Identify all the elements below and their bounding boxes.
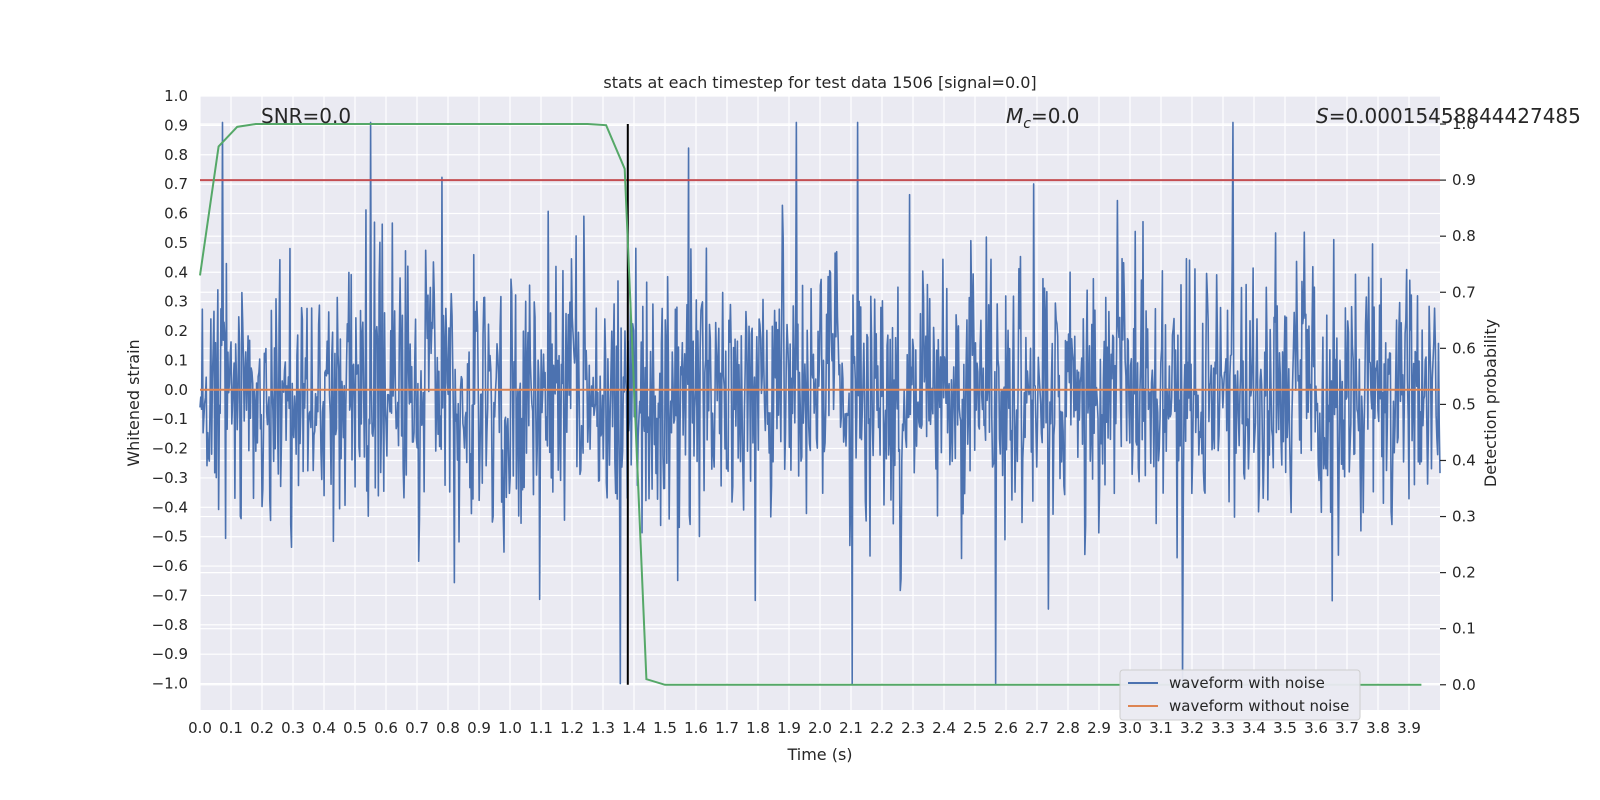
x-tick-label: 2.5 — [963, 719, 987, 737]
x-tick-label: 2.0 — [808, 719, 832, 737]
y-tick-label: −0.2 — [152, 440, 188, 458]
y2-tick-labels: 0.0 0.1 0.2 0.3 0.4 0.5 0.6 0.7 0.8 0.9 1.0 — [1440, 115, 1476, 694]
legend-box — [1119, 669, 1361, 721]
x-tick-labels: 0.0 0.1 0.2 0.3 0.4 0.5 0.6 0.7 0.8 0.9 1.0 1.1 1.2 1… — [188, 719, 1421, 737]
x-tick-label: 0.8 — [436, 719, 460, 737]
x-tick-label: 3.5 — [1273, 719, 1297, 737]
x-tick-label: 2.7 — [1025, 719, 1049, 737]
x-tick-label: 2.3 — [901, 719, 925, 737]
x-tick-label: 2.4 — [932, 719, 956, 737]
x-tick-label: 0.4 — [312, 719, 336, 737]
x-tick-label: 3.2 — [1180, 719, 1204, 737]
y-tick-label: −0.5 — [152, 528, 188, 546]
x-tick-label: 3.4 — [1242, 719, 1266, 737]
x-tick-label: 1.3 — [591, 719, 615, 737]
series-waveform-with-noise — [199, 121, 1441, 685]
y-tick-label: 1.0 — [164, 87, 188, 105]
s-symbol: S — [1316, 104, 1329, 128]
y2-tick-label: 0.6 — [1452, 339, 1476, 357]
y2-tick-label: 0.3 — [1452, 508, 1476, 526]
x-tick-label: 0.9 — [467, 719, 491, 737]
mc-annotation: Mc=0.0 — [1006, 104, 1080, 132]
y2-tick-label: 0.9 — [1452, 171, 1476, 189]
x-tick-label: 3.0 — [1118, 719, 1142, 737]
y2-tick-label: 0.7 — [1452, 283, 1476, 301]
x-tick-label: 0.7 — [405, 719, 429, 737]
x-tick-label: 0.2 — [250, 719, 274, 737]
y2-tick-label: 0.4 — [1452, 451, 1476, 469]
y-tick-label: 0.6 — [164, 205, 188, 223]
y2-tick-label: 1.0 — [1452, 115, 1476, 133]
x-tick-label: 1.6 — [684, 719, 708, 737]
y2-tick-label: 0.8 — [1452, 227, 1476, 245]
legend-label-noisy: waveform with noise — [1169, 674, 1325, 692]
x-tick-label: 3.8 — [1366, 719, 1390, 737]
x-tick-label: 2.8 — [1056, 719, 1080, 737]
y-tick-label: −0.7 — [152, 586, 188, 604]
y-tick-label: 0.9 — [164, 116, 188, 134]
x-tick-label: 2.1 — [839, 719, 863, 737]
x-tick-label: 1.1 — [529, 719, 553, 737]
y-tick-label: −0.8 — [152, 616, 188, 634]
mc-value: =0.0 — [1031, 104, 1080, 128]
y-tick-labels: −1.0 −0.9 −0.8 −0.7 −0.6 −0.5 −0.4 −0.3 −0.2 −0.1… — [152, 87, 188, 693]
y2-tick-label: 0.0 — [1452, 676, 1476, 694]
y-tick-label: 0.2 — [164, 322, 188, 340]
y-tick-label: 0.4 — [164, 263, 188, 281]
detection-probability-line — [199, 123, 1422, 686]
y-tick-label: −0.4 — [152, 498, 188, 516]
x-tick-label: 1.0 — [498, 719, 522, 737]
x-tick-label: 3.3 — [1211, 719, 1235, 737]
x-tick-label: 0.6 — [374, 719, 398, 737]
y-tick-label: −0.9 — [152, 645, 188, 663]
x-tick-label: 1.7 — [715, 719, 739, 737]
y-tick-label: 0.0 — [164, 381, 188, 399]
y-axis-label: Whitened strain — [124, 339, 143, 466]
x-tick-label: 2.9 — [1087, 719, 1111, 737]
y-tick-label: 0.7 — [164, 175, 188, 193]
x-tick-label: 1.9 — [777, 719, 801, 737]
y-tick-label: 0.3 — [164, 293, 188, 311]
chart-title: stats at each timestep for test data 150… — [603, 73, 1036, 92]
series-detection-probability — [199, 123, 1422, 686]
x-tick-label: 3.9 — [1397, 719, 1421, 737]
x-tick-label: 3.7 — [1335, 719, 1359, 737]
mc-symbol: M — [1006, 104, 1023, 128]
snr-annotation: SNR=0.0 — [261, 104, 351, 128]
s-annotation: S=0.00015458844427485 — [1316, 104, 1581, 128]
y-tick-label: −0.6 — [152, 557, 188, 575]
x-tick-label: 2.6 — [994, 719, 1018, 737]
x-tick-label: 0.5 — [343, 719, 367, 737]
y-tick-label: 0.5 — [164, 234, 188, 252]
x-axis-label: Time (s) — [786, 745, 852, 764]
x-tick-label: 3.1 — [1149, 719, 1173, 737]
y2-tick-label: 0.2 — [1452, 564, 1476, 582]
x-tick-label: 1.5 — [653, 719, 677, 737]
y2-tick-label: 0.1 — [1452, 620, 1476, 638]
y2-tick-label: 0.5 — [1452, 395, 1476, 413]
x-tick-label: 1.4 — [622, 719, 646, 737]
y2-axis-label: Detection probability — [1481, 319, 1500, 487]
mc-subscript: c — [1023, 116, 1031, 132]
y-tick-label: −1.0 — [152, 675, 188, 693]
noisy-waveform-line — [199, 121, 1441, 685]
x-tick-label: 1.2 — [560, 719, 584, 737]
x-tick-label: 3.6 — [1304, 719, 1328, 737]
legend: waveform with noise waveform without noi… — [1119, 669, 1361, 721]
y-tick-label: −0.1 — [152, 410, 188, 428]
x-tick-label: 0.3 — [281, 719, 305, 737]
x-tick-label: 0.1 — [219, 719, 243, 737]
x-tick-label: 2.2 — [870, 719, 894, 737]
y-tick-label: 0.8 — [164, 146, 188, 164]
x-tick-label: 0.0 — [188, 719, 212, 737]
s-value: =0.00015458844427485 — [1329, 104, 1581, 128]
legend-label-clean: waveform without noise — [1169, 697, 1349, 715]
y-tick-label: 0.1 — [164, 351, 188, 369]
x-tick-label: 1.8 — [746, 719, 770, 737]
y-tick-label: −0.3 — [152, 469, 188, 487]
